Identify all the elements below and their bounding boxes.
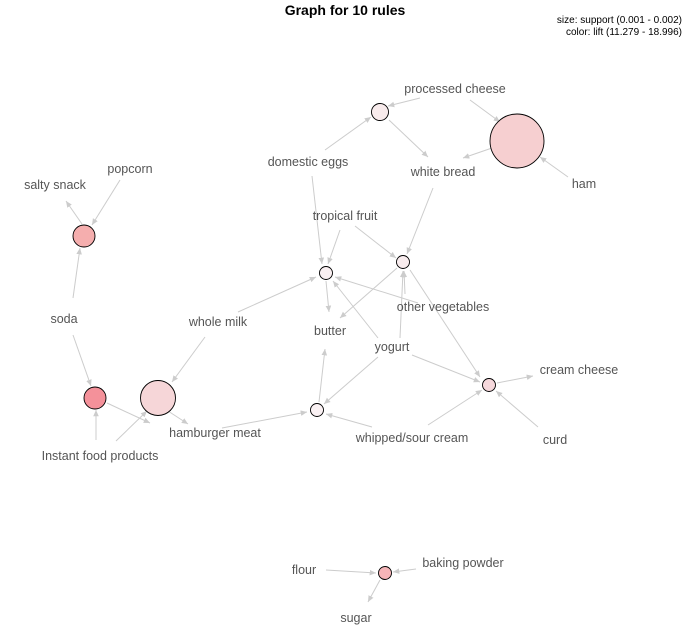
- edge: [65, 200, 83, 225]
- item-cream-cheese: cream cheese: [540, 363, 619, 377]
- rule-node: [140, 380, 176, 416]
- edge: [539, 156, 569, 178]
- edge: [72, 247, 82, 299]
- rule-node: [319, 266, 333, 280]
- edge: [325, 413, 373, 428]
- edge: [409, 269, 481, 378]
- item-flour: flour: [292, 563, 316, 577]
- item-yogurt: yogurt: [375, 340, 410, 354]
- item-ham: ham: [572, 177, 596, 191]
- edge: [167, 410, 189, 425]
- item-popcorn: popcorn: [107, 162, 152, 176]
- edge: [323, 356, 379, 405]
- rule-nodes: [72, 103, 545, 580]
- rule-node: [83, 386, 107, 410]
- item-soda: soda: [50, 312, 77, 326]
- edge: [325, 569, 377, 576]
- edge: [339, 267, 398, 319]
- edge: [311, 175, 325, 265]
- edge: [392, 568, 417, 574]
- edge: [387, 97, 421, 108]
- edge: [354, 225, 397, 259]
- rule-node: [371, 103, 389, 121]
- item-whole-milk: whole milk: [188, 315, 248, 329]
- edge: [469, 99, 501, 123]
- item-labels: processed cheese domestic eggs white bre…: [24, 82, 618, 625]
- edge: [406, 187, 434, 255]
- item-baking-powder: baking powder: [422, 556, 503, 570]
- edge: [171, 336, 206, 383]
- edge: [327, 229, 341, 265]
- item-other-vegetables: other vegetables: [397, 300, 489, 314]
- rule-node: [482, 378, 496, 392]
- item-processed-cheese: processed cheese: [404, 82, 506, 96]
- rule-node: [378, 566, 392, 580]
- edge: [115, 410, 148, 442]
- legend-color: color: lift (11.279 - 18.996): [566, 27, 682, 38]
- edge: [237, 276, 317, 313]
- item-butter: butter: [314, 324, 346, 338]
- item-white-bread: white bread: [410, 165, 476, 179]
- edge: [399, 270, 406, 339]
- edge: [496, 374, 534, 384]
- edge: [72, 334, 92, 387]
- edges: [65, 97, 569, 603]
- edge: [221, 410, 308, 429]
- item-sugar: sugar: [340, 611, 371, 625]
- item-hamburger-meat: hamburger meat: [169, 426, 261, 440]
- item-salty-snack: salty snack: [24, 178, 87, 192]
- rule-node: [396, 255, 410, 269]
- legend-size: size: support (0.001 - 0.002): [556, 15, 682, 26]
- edge: [495, 390, 539, 428]
- item-tropical-fruit: tropical fruit: [313, 209, 378, 223]
- edge: [324, 116, 372, 151]
- rule-node: [310, 403, 324, 417]
- item-whipped-sour-cream: whipped/sour cream: [355, 431, 469, 445]
- edge: [325, 280, 332, 313]
- edge: [332, 280, 379, 339]
- edge: [367, 579, 381, 603]
- graph-title: Graph for 10 rules: [284, 2, 406, 18]
- item-instant-food-products: Instant food products: [42, 449, 159, 463]
- edge: [318, 348, 328, 403]
- rule-node: [72, 224, 96, 248]
- item-domestic-eggs: domestic eggs: [268, 155, 349, 169]
- edge: [91, 179, 121, 226]
- edge: [388, 119, 429, 158]
- legend: size: support (0.001 - 0.002) color: lif…: [557, 15, 682, 39]
- item-curd: curd: [543, 433, 567, 447]
- edge: [334, 276, 419, 304]
- rule-node: [489, 113, 545, 169]
- edge: [411, 354, 481, 383]
- edge: [106, 402, 151, 424]
- edge: [462, 147, 493, 159]
- edge: [427, 389, 483, 426]
- edge: [401, 270, 408, 295]
